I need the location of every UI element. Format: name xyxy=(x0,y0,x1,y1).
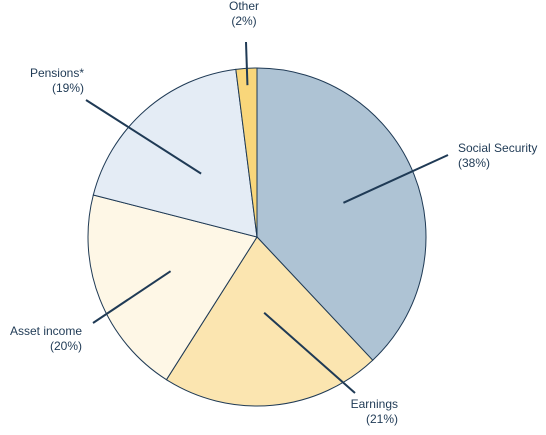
slice-percent-label: (19%) xyxy=(52,81,84,95)
pie-slice-asset-income xyxy=(87,194,258,381)
slice-percent-label: (2%) xyxy=(231,14,256,28)
slice-label: Pensions* xyxy=(30,66,84,80)
slice-label: Other xyxy=(229,0,259,13)
slice-label: Earnings xyxy=(351,397,398,411)
leader-line-other xyxy=(245,41,249,86)
pie-slices xyxy=(87,67,427,407)
slice-label: Social Security xyxy=(458,141,537,155)
leader-lines xyxy=(85,41,449,394)
leader-line-earnings xyxy=(263,311,356,394)
slice-label: Asset income xyxy=(10,324,82,338)
leader-line-social-security xyxy=(343,154,449,204)
slice-percent-label: (21%) xyxy=(366,412,398,426)
leader-line-asset-income xyxy=(92,270,172,324)
pie-slice-pensions xyxy=(92,68,258,238)
slice-labels: Social Security(38%) Earnings(21%) Asset i… xyxy=(10,0,537,426)
leader-line-pensions xyxy=(85,99,202,175)
slice-percent-label: (20%) xyxy=(50,339,82,353)
pie-slice-social-security xyxy=(256,67,427,361)
slice-percent-label: (38%) xyxy=(458,156,490,170)
